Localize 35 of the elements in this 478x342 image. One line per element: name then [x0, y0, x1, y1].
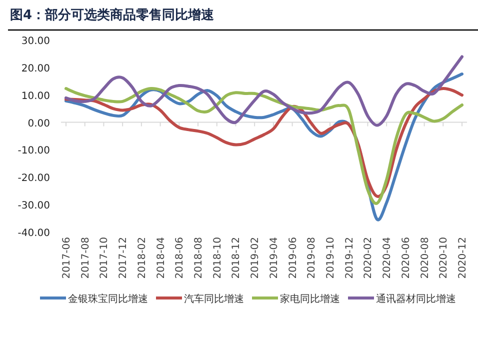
legend-label: 汽车同比增速 [184, 293, 244, 305]
x-tick-label: 2018-12 [231, 237, 242, 279]
x-tick-label: 2018-10 [212, 237, 224, 279]
y-tick-label: 0.00 [28, 118, 50, 130]
x-tick-label: 2018-08 [194, 237, 204, 279]
y-tick-label: -10.00 [18, 146, 50, 157]
x-tick-label: 2019-04 [268, 237, 280, 279]
y-tick-label: 30.00 [21, 36, 50, 47]
y-tick-label: 20.00 [21, 63, 50, 74]
x-tick-label: 2019-02 [250, 237, 262, 279]
x-tick-label: 2018-04 [156, 237, 167, 279]
x-tick-label: 2020-10 [438, 237, 450, 279]
x-tick-label: 2019-06 [288, 237, 299, 279]
x-tick-label: 2020-02 [363, 237, 374, 279]
x-tick-label: 2020-12 [458, 237, 468, 279]
x-tick-label: 2019-10 [326, 237, 336, 279]
y-tick-label: 10.00 [21, 90, 50, 102]
legend-label: 金银珠宝同比增速 [68, 293, 148, 305]
x-tick-label: 2019-08 [306, 237, 318, 279]
y-tick-label: -20.00 [18, 173, 50, 184]
x-tick-label: 2020-06 [400, 237, 412, 279]
x-tick-label: 2018-02 [136, 237, 148, 279]
x-tick-label: 2020-08 [420, 237, 431, 279]
x-tick-label: 2017-10 [99, 237, 110, 279]
y-tick-label: -40.00 [18, 228, 50, 239]
x-tick-label: 2018-06 [174, 237, 186, 279]
x-tick-label: 2017-06 [62, 237, 72, 279]
legend-label: 家电同比增速 [280, 293, 340, 305]
x-tick-label: 2017-08 [80, 237, 92, 279]
x-tick-label: 2017-12 [118, 237, 130, 279]
y-tick-label: -30.00 [18, 200, 50, 212]
title: 图4：部分可选类商品零售同比增速 [10, 8, 214, 23]
x-tick-label: 2019-12 [344, 237, 356, 279]
x-tick-label: 2020-04 [382, 237, 394, 279]
legend-label: 通讯器材同比增速 [376, 293, 456, 305]
